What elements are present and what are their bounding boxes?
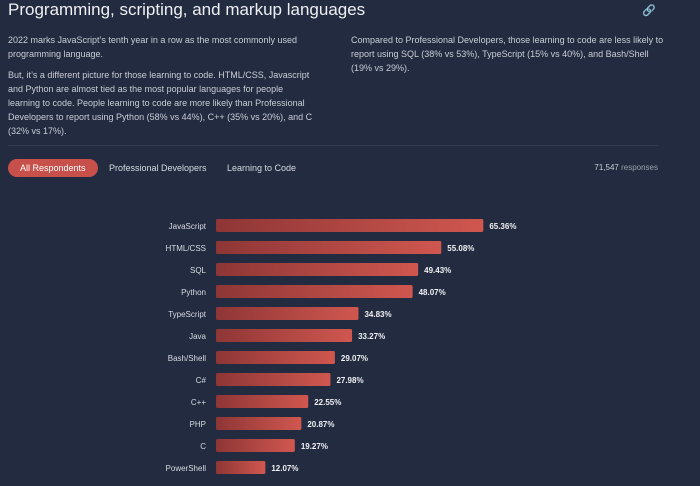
category-label: Java	[189, 332, 206, 341]
category-label: TypeScript	[168, 310, 207, 319]
category-label: HTML/CSS	[166, 244, 206, 253]
value-label: 19.27%	[301, 442, 328, 451]
intro-paragraph: 2022 marks JavaScript’s tenth year in a …	[8, 35, 297, 59]
bar[interactable]	[216, 307, 359, 320]
value-label: 48.07%	[419, 288, 446, 297]
bar[interactable]	[216, 395, 309, 408]
link-icon[interactable]: 🔗	[642, 5, 656, 17]
bar[interactable]	[216, 351, 335, 364]
tab-professional-developers[interactable]: Professional Developers	[109, 163, 207, 173]
bar[interactable]	[216, 285, 413, 298]
bar[interactable]	[216, 263, 419, 276]
category-label: SQL	[190, 266, 207, 275]
bar[interactable]	[216, 373, 331, 386]
tab-all-respondents[interactable]: All Respondents	[8, 159, 98, 177]
category-label: PHP	[190, 420, 206, 429]
category-label: C++	[191, 398, 206, 407]
bar[interactable]	[216, 219, 484, 232]
value-label: 55.08%	[447, 244, 474, 253]
value-label: 49.43%	[424, 266, 451, 275]
tab-learning-to-code[interactable]: Learning to Code	[227, 163, 297, 173]
category-label: JavaScript	[169, 222, 207, 231]
value-label: 65.36%	[489, 222, 516, 231]
value-label: 20.87%	[307, 420, 334, 429]
category-label: C#	[196, 376, 207, 385]
bar[interactable]	[216, 461, 266, 474]
category-label: PowerShell	[166, 464, 207, 473]
learning-paragraph: But, it’s a different picture for those …	[8, 70, 313, 136]
category-label: Bash/Shell	[168, 354, 206, 363]
value-label: 22.55%	[314, 398, 341, 407]
bar[interactable]	[216, 241, 442, 254]
responses-number: 71,547	[594, 163, 619, 172]
bar[interactable]	[216, 439, 295, 452]
value-label: 27.98%	[336, 376, 363, 385]
responses-label: responses	[621, 163, 658, 172]
bar[interactable]	[216, 329, 353, 342]
comparison-paragraph: Compared to Professional Developers, tho…	[351, 35, 664, 73]
divider	[8, 145, 658, 146]
category-label: Python	[181, 288, 206, 297]
page-title: Programming, scripting, and markup langu…	[8, 0, 366, 19]
value-label: 33.27%	[358, 332, 385, 341]
value-label: 29.07%	[341, 354, 368, 363]
category-label: C	[200, 442, 206, 451]
responses-count: 71,547 responses	[560, 163, 658, 172]
value-label: 34.83%	[364, 310, 391, 319]
bar[interactable]	[216, 417, 302, 430]
value-label: 12.07%	[271, 464, 298, 473]
